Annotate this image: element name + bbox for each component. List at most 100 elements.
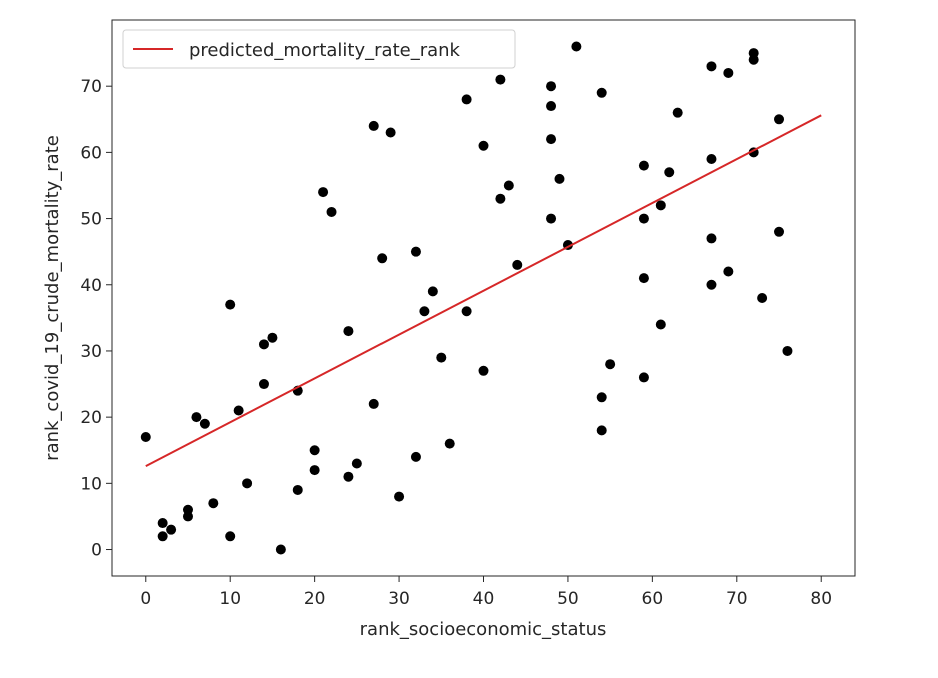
x-tick-label-10: 10 bbox=[219, 589, 241, 609]
scatter-point-55 bbox=[605, 359, 616, 370]
y-tick-label-60: 60 bbox=[80, 143, 102, 163]
scatter-point-23 bbox=[343, 326, 354, 337]
scatter-point-75 bbox=[774, 226, 785, 237]
scatter-point-12 bbox=[242, 478, 253, 489]
scatter-point-52 bbox=[596, 87, 607, 98]
scatter-point-43 bbox=[503, 180, 514, 191]
plot-frame bbox=[111, 19, 856, 577]
scatter-point-69 bbox=[723, 266, 734, 277]
scatter-point-57 bbox=[638, 213, 649, 224]
scatter-point-6 bbox=[191, 412, 202, 423]
scatter-point-45 bbox=[546, 81, 557, 92]
scatter-point-37 bbox=[461, 94, 472, 105]
scatter-point-44 bbox=[512, 259, 523, 270]
x-tick-label-0: 0 bbox=[140, 589, 151, 609]
scatter-point-66 bbox=[706, 233, 717, 244]
scatter-point-71 bbox=[748, 54, 759, 65]
scatter-point-8 bbox=[208, 498, 219, 509]
scatter-point-9 bbox=[225, 299, 236, 310]
scatter-point-62 bbox=[664, 167, 675, 178]
y-tick-label-20: 20 bbox=[80, 408, 102, 428]
scatter-point-58 bbox=[638, 273, 649, 284]
scatter-point-20 bbox=[309, 465, 320, 476]
scatter-point-18 bbox=[292, 484, 303, 495]
scatter-point-11 bbox=[233, 405, 244, 416]
scatter-point-1 bbox=[157, 518, 168, 529]
scatter-point-10 bbox=[225, 531, 236, 542]
scatter-point-38 bbox=[461, 306, 472, 317]
scatter-point-2 bbox=[157, 531, 168, 542]
scatter-point-53 bbox=[596, 392, 607, 403]
scatter-point-73 bbox=[757, 293, 768, 303]
scatter-point-3 bbox=[166, 524, 177, 535]
scatter-point-49 bbox=[554, 173, 565, 184]
scatter-point-63 bbox=[672, 107, 683, 118]
scatter-point-28 bbox=[377, 253, 388, 264]
scatter-point-5 bbox=[182, 511, 193, 522]
scatter-point-34 bbox=[427, 286, 438, 297]
scatter-point-40 bbox=[478, 365, 489, 376]
x-axis-label: rank_socioeconomic_status bbox=[360, 619, 607, 640]
scatter-point-13 bbox=[258, 379, 269, 390]
x-tick-label-70: 70 bbox=[726, 589, 748, 609]
y-tick-label-50: 50 bbox=[80, 210, 102, 230]
y-axis-label: rank_covid_19_crude_mortality_rate bbox=[42, 135, 63, 461]
scatter-point-14 bbox=[258, 339, 269, 350]
scatter-point-7 bbox=[199, 418, 210, 429]
scatter-point-16 bbox=[275, 544, 286, 555]
x-tick-label-20: 20 bbox=[304, 589, 326, 609]
scatter-point-41 bbox=[495, 74, 506, 85]
scatter-point-42 bbox=[495, 193, 506, 204]
y-tick-label-10: 10 bbox=[80, 474, 102, 494]
scatter-point-67 bbox=[706, 279, 717, 290]
scatter-point-26 bbox=[368, 120, 379, 131]
scatter-point-27 bbox=[368, 398, 379, 409]
scatter-point-39 bbox=[478, 140, 489, 151]
x-axis: 0 10 20 30 40 50 60 70 80 bbox=[140, 576, 832, 609]
scatter-point-25 bbox=[351, 458, 362, 469]
x-tick-label-80: 80 bbox=[810, 589, 832, 609]
scatter-point-36 bbox=[444, 438, 455, 449]
scatter-point-29 bbox=[385, 127, 396, 138]
scatter-point-46 bbox=[546, 101, 557, 112]
scatter-point-64 bbox=[706, 61, 717, 72]
plot-area bbox=[140, 41, 822, 555]
scatter-point-15 bbox=[267, 332, 278, 343]
scatter-point-68 bbox=[723, 67, 734, 78]
scatter-point-24 bbox=[343, 471, 354, 482]
scatter-point-56 bbox=[638, 160, 649, 171]
scatter-point-51 bbox=[571, 41, 582, 52]
scatter-point-74 bbox=[774, 114, 785, 125]
scatter-point-31 bbox=[410, 246, 421, 257]
y-tick-label-70: 70 bbox=[80, 77, 102, 97]
legend: predicted_mortality_rate_rank bbox=[122, 29, 516, 69]
x-tick-label-30: 30 bbox=[388, 589, 410, 609]
scatter-point-32 bbox=[410, 451, 421, 462]
y-axis: 0 10 20 30 40 50 60 70 bbox=[80, 77, 112, 561]
scatter-point-54 bbox=[596, 425, 607, 436]
legend-box bbox=[122, 29, 516, 69]
x-tick-label-50: 50 bbox=[557, 589, 579, 609]
scatter-point-47 bbox=[546, 134, 557, 145]
scatter-point-33 bbox=[419, 306, 430, 317]
legend-entry-predicted-mortality-rate-rank: predicted_mortality_rate_rank bbox=[189, 40, 461, 61]
scatter-point-48 bbox=[546, 213, 557, 224]
scatter-point-65 bbox=[706, 154, 717, 164]
scatter-point-30 bbox=[394, 491, 405, 502]
y-tick-label-30: 30 bbox=[80, 342, 102, 362]
scatter-point-59 bbox=[638, 372, 649, 383]
regression-line bbox=[145, 114, 822, 468]
scatter-point-35 bbox=[436, 352, 447, 363]
scatter-point-60 bbox=[655, 200, 666, 211]
scatter-point-76 bbox=[782, 345, 793, 356]
x-tick-label-40: 40 bbox=[473, 589, 495, 609]
scatter-point-0 bbox=[140, 432, 151, 442]
scatter-point-22 bbox=[326, 206, 337, 217]
y-tick-label-0: 0 bbox=[91, 541, 102, 561]
scatter-point-19 bbox=[309, 445, 320, 456]
y-tick-label-40: 40 bbox=[80, 276, 102, 296]
scatter-point-21 bbox=[318, 187, 329, 198]
scatter-point-61 bbox=[655, 319, 666, 330]
